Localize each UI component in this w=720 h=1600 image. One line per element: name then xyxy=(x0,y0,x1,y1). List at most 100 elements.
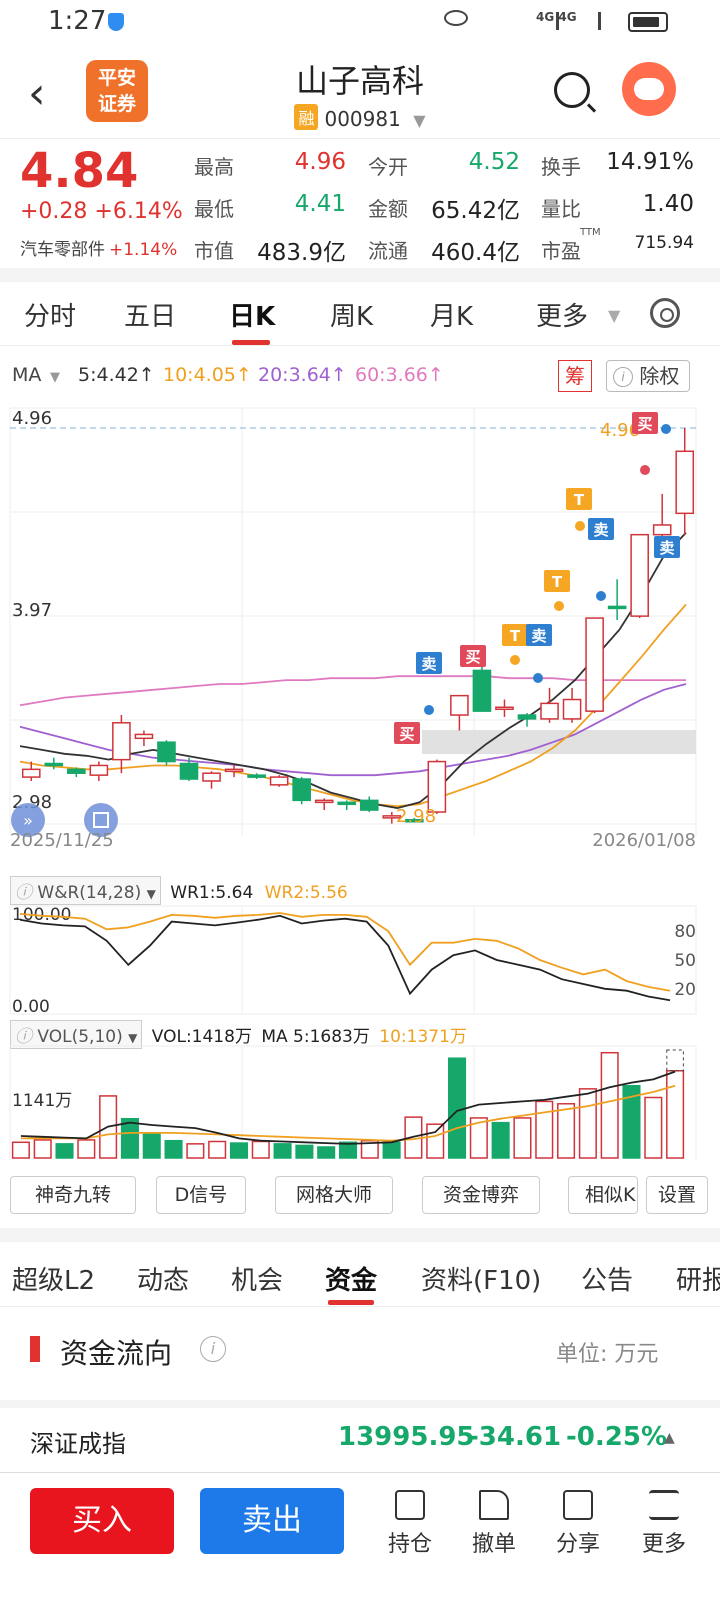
vol-header[interactable]: ⓘ VOL(5,10) ▼ VOL:1418万 MA 5:1683万 10:13… xyxy=(10,1020,467,1049)
volume-bar xyxy=(447,1057,467,1159)
margin-badge: 融 xyxy=(294,104,319,130)
tab-intraday[interactable]: 分时 xyxy=(24,302,77,332)
y-axis-max-label: 4.96 xyxy=(12,408,52,429)
expand-left-icon xyxy=(11,803,45,837)
tool-d-signal[interactable]: D信号 xyxy=(156,1176,246,1214)
chip-distribution-button[interactable]: 筹 xyxy=(558,360,592,392)
tool-grid-master[interactable]: 网格大师 xyxy=(275,1176,393,1214)
tab-more[interactable]: 更多 xyxy=(536,302,589,332)
cancel-order-button[interactable]: 撤单 xyxy=(464,1490,524,1558)
sector-link[interactable]: 汽车零部件 +1.14% xyxy=(20,235,177,260)
sell-signal: 卖 xyxy=(659,539,674,557)
volume-bar xyxy=(77,1139,96,1159)
volume-bar xyxy=(513,1117,532,1159)
buy-signal: 买 xyxy=(637,415,652,433)
tab-f10[interactable]: 资料(F10) xyxy=(421,1266,542,1296)
volume-bar xyxy=(666,1070,685,1159)
candle-body xyxy=(292,778,311,802)
assistant-avatar[interactable] xyxy=(622,62,676,116)
date-end: 2026/01/08 xyxy=(592,830,696,850)
sell-button[interactable]: 卖出 xyxy=(200,1488,344,1554)
wr-level-label: 20 xyxy=(674,980,696,1000)
gear-icon[interactable] xyxy=(650,298,680,328)
signal-dot xyxy=(575,521,585,531)
tab-daily-k[interactable]: 日K xyxy=(229,302,276,332)
change-amount: +0.28 xyxy=(20,199,88,224)
candle-body xyxy=(495,706,514,711)
candle-body xyxy=(607,605,627,610)
expand-left-glyph: » xyxy=(23,811,33,830)
share-button[interactable]: 分享 xyxy=(548,1490,608,1558)
fullscreen-glyph xyxy=(93,812,109,828)
index-change: -34.61 xyxy=(468,1422,562,1452)
tool-similar-k[interactable]: 相似K xyxy=(568,1176,638,1214)
tab-monthly-k[interactable]: 月K xyxy=(430,302,474,332)
quote-label: 最低 xyxy=(194,197,234,221)
volume-bar xyxy=(426,1123,445,1159)
title-bar: ‹ 平安 证券 山子高科 融 000981 ▼ xyxy=(0,50,720,136)
undo-icon xyxy=(479,1490,509,1520)
info-icon[interactable]: i xyxy=(200,1336,226,1362)
quote-value: 65.42亿 xyxy=(431,198,520,224)
tab-research[interactable]: 研报 xyxy=(676,1266,720,1296)
stock-code-row[interactable]: 融 000981 ▼ xyxy=(0,104,720,131)
wr-header[interactable]: ⓘ W&R(14,28) ▼ WR1:5.64 WR2:5.56 xyxy=(10,876,348,905)
candle-body xyxy=(67,768,86,774)
tab-announcement[interactable]: 公告 xyxy=(581,1266,634,1296)
signal-dot xyxy=(424,705,434,715)
more-button[interactable]: 更多 xyxy=(634,1490,694,1558)
info-icon: ⓘ xyxy=(15,1027,32,1047)
sell-signal: 卖 xyxy=(593,521,608,539)
tab-capital[interactable]: 资金 xyxy=(325,1266,378,1296)
tool-settings[interactable]: 设置 xyxy=(646,1176,708,1214)
ma-label[interactable]: MA xyxy=(12,364,42,386)
tab-news[interactable]: 动态 xyxy=(137,1266,190,1296)
volume-bar xyxy=(33,1139,52,1159)
volume-bar xyxy=(535,1100,554,1159)
vol-selector[interactable]: ⓘ VOL(5,10) ▼ xyxy=(10,1020,143,1049)
back-button[interactable]: ‹ xyxy=(28,68,46,119)
signal-dot xyxy=(554,601,564,611)
document-icon xyxy=(395,1490,425,1520)
signal-dot xyxy=(533,673,543,683)
tab-super-l2[interactable]: 超级L2 xyxy=(12,1266,96,1296)
index-value: 13995.95 xyxy=(338,1422,475,1452)
tab-underline xyxy=(328,1300,374,1305)
tab-weekly-k[interactable]: 周K xyxy=(330,302,374,332)
tool-magic-nine[interactable]: 神奇九转 xyxy=(10,1176,136,1214)
candle-body xyxy=(247,774,266,778)
vol-ma10: 10:1371万 xyxy=(379,1027,467,1047)
search-icon[interactable] xyxy=(554,72,590,108)
info-icon: ⓘ xyxy=(15,883,32,903)
buy-signal-bg xyxy=(394,722,420,744)
price-change: +0.28 +6.14% xyxy=(20,199,183,224)
chevron-up-icon[interactable]: ▲ xyxy=(664,1430,675,1446)
index-name[interactable]: 深证成指 xyxy=(30,1430,126,1458)
quote-panel: 4.84 +0.28 +6.14% 汽车零部件 +1.14% 最高 4.96 今开 4.… xyxy=(0,138,720,268)
candle-body xyxy=(44,762,64,767)
ma20-value: 20:3.64↑ xyxy=(258,364,347,386)
broker-logo[interactable]: 平安 证券 xyxy=(86,60,148,122)
candle-body xyxy=(157,741,176,763)
vol-name: VOL(5,10) xyxy=(37,1027,123,1047)
pe-ttm-label: TTM xyxy=(580,227,601,238)
tab-opportunity[interactable]: 机会 xyxy=(231,1266,284,1296)
trade-t-signal: T xyxy=(552,573,563,591)
wr-selector[interactable]: ⓘ W&R(14,28) ▼ xyxy=(10,876,161,905)
candle-body xyxy=(382,815,402,819)
low-marker: 2.98 xyxy=(396,806,436,827)
holdings-button[interactable]: 持仓 xyxy=(380,1490,440,1558)
candle-body xyxy=(337,801,357,806)
volume-bar xyxy=(644,1096,663,1159)
signal-dot xyxy=(661,424,671,434)
buy-button[interactable]: 买入 xyxy=(30,1488,174,1554)
quote-value: 1.40 xyxy=(642,191,694,217)
tool-fund-game[interactable]: 资金博弈 xyxy=(422,1176,540,1214)
quote-label: 最高 xyxy=(194,155,234,179)
divider xyxy=(0,1400,720,1408)
ma10-line xyxy=(19,603,687,808)
adjust-button[interactable]: i 除权 xyxy=(606,360,690,392)
tab-five-day[interactable]: 五日 xyxy=(124,302,177,332)
